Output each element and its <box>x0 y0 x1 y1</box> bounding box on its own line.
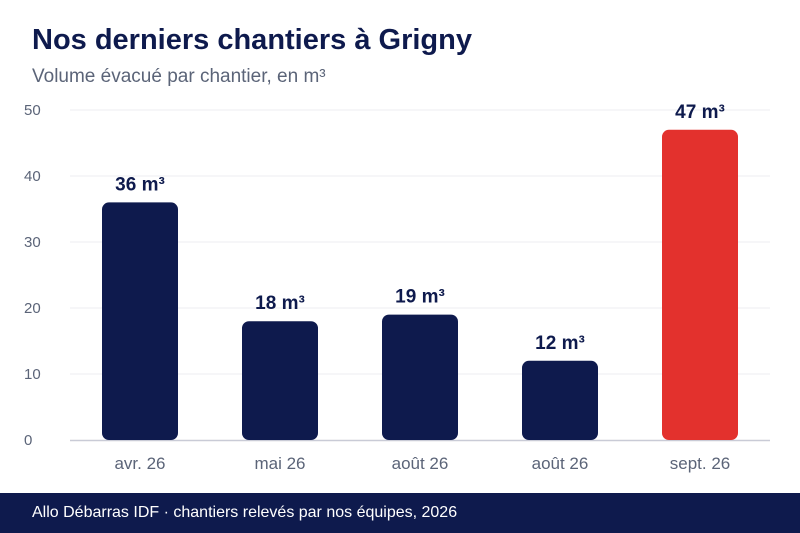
x-tick-label: mai 26 <box>254 454 305 473</box>
bar <box>662 129 738 441</box>
y-tick-label: 0 <box>24 432 32 449</box>
x-tick-label: avr. 26 <box>114 454 165 473</box>
chart-subtitle: Volume évacué par chantier, en m³ <box>32 66 326 87</box>
y-tick-label: 30 <box>24 234 41 251</box>
y-tick-label: 50 <box>24 102 41 119</box>
chart-title: Nos derniers chantiers à Grigny <box>32 24 472 56</box>
bar <box>382 314 458 440</box>
bar-value-label: 19 m³ <box>395 287 445 308</box>
bar-chart: 0 10 20 30 40 50 36 m³ avr. 26 18 m³ mai 26 19 m³ a… <box>24 102 770 473</box>
bar <box>242 321 318 440</box>
y-tick-label: 40 <box>24 168 41 185</box>
bar-value-label: 18 m³ <box>255 293 305 314</box>
bar <box>522 360 598 440</box>
footer-bar: Allo Débarras IDF · chantiers relevés pa… <box>0 493 800 533</box>
y-tick-label: 10 <box>24 366 41 383</box>
bar-value-label: 12 m³ <box>535 333 585 354</box>
x-tick-label: août 26 <box>532 454 589 473</box>
bar-value-label: 47 m³ <box>675 102 725 123</box>
bar-value-label: 36 m³ <box>115 174 165 195</box>
x-tick-label: août 26 <box>392 454 449 473</box>
footer-source-text: Allo Débarras IDF · chantiers relevés pa… <box>32 504 458 521</box>
x-tick-label: sept. 26 <box>670 454 731 473</box>
bar <box>102 202 178 440</box>
y-tick-label: 20 <box>24 300 41 317</box>
